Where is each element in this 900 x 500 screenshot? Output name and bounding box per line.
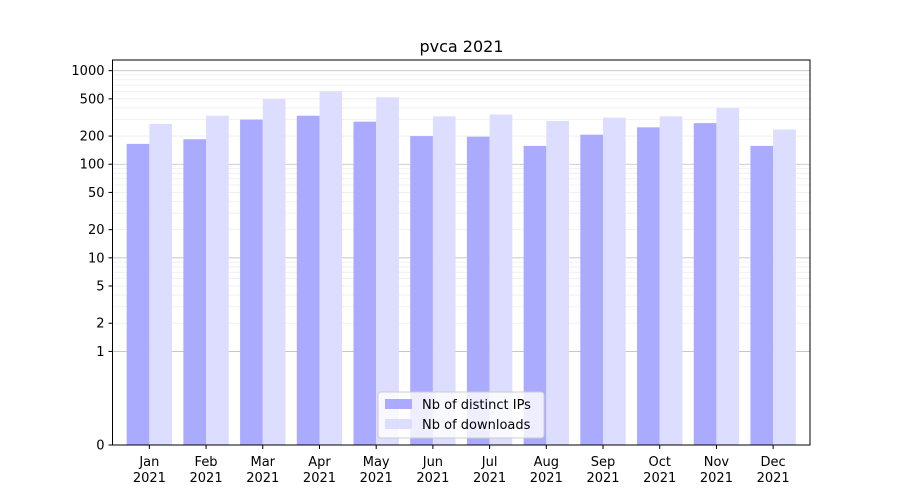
y-tick-label: 2 bbox=[96, 317, 104, 332]
bar-distinct-ips-12 bbox=[750, 145, 774, 445]
chart-title: pvca 2021 bbox=[419, 37, 503, 56]
x-tick-label: Mar 2021 bbox=[246, 455, 279, 486]
x-tick-label: Sep 2021 bbox=[586, 455, 619, 486]
x-tick-label: Jan 2021 bbox=[133, 455, 166, 486]
bar-distinct-ips-4 bbox=[296, 115, 320, 445]
legend-label: Nb of downloads bbox=[422, 418, 531, 433]
x-tick-label: Oct 2021 bbox=[643, 455, 676, 486]
y-tick-label: 20 bbox=[88, 223, 105, 238]
y-tick-label: 5 bbox=[96, 280, 104, 295]
bar-downloads-1 bbox=[149, 123, 173, 445]
bar-downloads-7 bbox=[489, 114, 513, 445]
y-tick-label: 1000 bbox=[71, 64, 104, 79]
bars bbox=[126, 91, 796, 446]
bar-downloads-12 bbox=[773, 129, 796, 445]
bar-distinct-ips-7 bbox=[466, 136, 490, 445]
x-tick-label: May 2021 bbox=[360, 455, 393, 486]
bar-downloads-3 bbox=[262, 98, 286, 446]
x-axis-ticks: Jan 2021 Feb 2021 Mar 2021 Apr 2021 May 2021 Jun 20… bbox=[133, 445, 790, 486]
x-tick-label: Apr 2021 bbox=[303, 455, 336, 486]
x-tick-label: Nov 2021 bbox=[700, 455, 733, 486]
bar-distinct-ips-11 bbox=[693, 123, 717, 446]
bar-distinct-ips-6 bbox=[410, 136, 433, 446]
bar-distinct-ips-2 bbox=[183, 139, 207, 445]
y-tick-label: 50 bbox=[88, 186, 105, 201]
bar-downloads-4 bbox=[319, 91, 343, 445]
plot-frame bbox=[112, 59, 811, 446]
x-tick-label: Jul 2021 bbox=[473, 455, 506, 486]
bar-downloads-8 bbox=[546, 120, 569, 445]
legend-swatch bbox=[385, 419, 412, 429]
bar-distinct-ips-3 bbox=[240, 119, 263, 446]
legend: Nb of distinct IPs Nb of downloads bbox=[377, 391, 545, 439]
bar-distinct-ips-10 bbox=[637, 127, 660, 445]
legend-box bbox=[377, 391, 545, 439]
axes bbox=[112, 59, 811, 446]
x-tick-label: Dec 2021 bbox=[757, 455, 790, 486]
x-tick-label: Feb 2021 bbox=[190, 455, 223, 486]
bar-downloads-6 bbox=[432, 116, 456, 445]
y-tick-label: 1 bbox=[96, 345, 104, 360]
legend-swatch bbox=[385, 399, 412, 409]
bar-downloads-2 bbox=[206, 115, 229, 445]
bar-downloads-9 bbox=[603, 117, 626, 445]
bar-downloads-11 bbox=[716, 107, 740, 446]
x-tick-label: Jun 2021 bbox=[416, 455, 449, 486]
y-tick-label: 0 bbox=[96, 439, 104, 454]
bar-distinct-ips-8 bbox=[523, 145, 547, 445]
x-tick-label: Aug 2021 bbox=[530, 455, 563, 486]
y-tick-label: 500 bbox=[80, 92, 105, 107]
bar-distinct-ips-1 bbox=[126, 143, 150, 445]
y-axis-ticks: 0 1 2 5 10 20 50 100 200 500 1000 bbox=[71, 64, 113, 454]
y-tick-label: 100 bbox=[80, 158, 105, 173]
bar-downloads-10 bbox=[659, 116, 683, 445]
y-tick-label: 10 bbox=[88, 251, 105, 266]
y-tick-label: 200 bbox=[80, 130, 105, 145]
bar-distinct-ips-9 bbox=[580, 134, 604, 445]
legend-label: Nb of distinct IPs bbox=[422, 398, 531, 413]
bar-distinct-ips-5 bbox=[353, 121, 377, 446]
bar-downloads-5 bbox=[376, 97, 399, 445]
